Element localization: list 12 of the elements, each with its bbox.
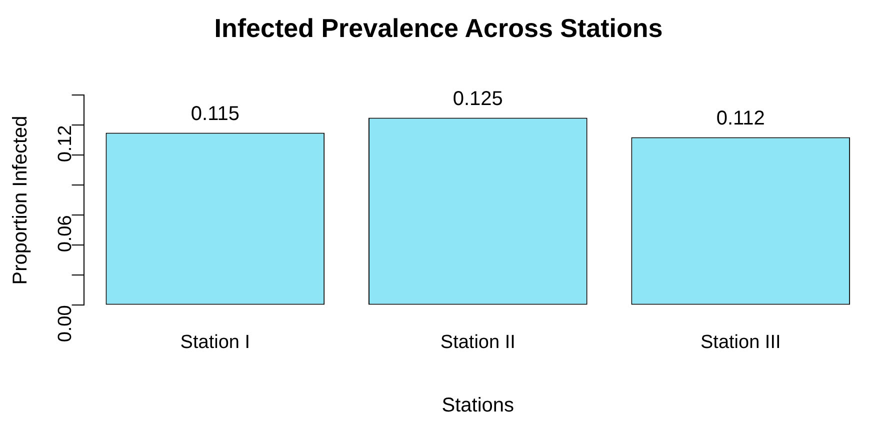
x-axis-title: Stations (442, 394, 514, 417)
chart-title: Infected Prevalence Across Stations (214, 12, 663, 43)
x-tick-label: Station II (440, 332, 516, 353)
data-label: 0.125 (452, 88, 503, 110)
y-tick-label: 0.06 (55, 215, 76, 252)
y-tick-label: 0.00 (55, 305, 76, 342)
data-label: 0.115 (190, 103, 240, 126)
y-axis-title: Proportion Infected (10, 116, 32, 285)
x-tick-label: Station I (180, 332, 250, 353)
x-tick-label: Station III (700, 332, 781, 353)
data-label: 0.112 (716, 108, 765, 130)
y-tick-label: 0.12 (55, 125, 76, 162)
